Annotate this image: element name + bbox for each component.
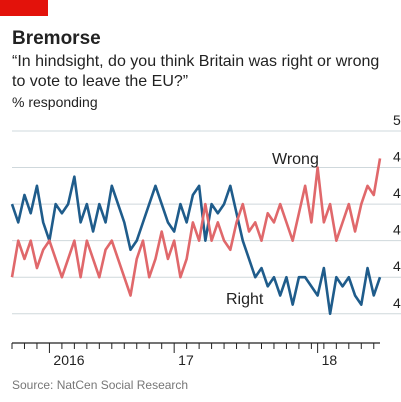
x-tick-label: 17: [178, 352, 194, 368]
y-tick-label: 48: [393, 149, 401, 165]
y-tick-label: 50: [393, 112, 401, 128]
x-tick-label: 18: [322, 352, 338, 368]
brand-bar: [0, 0, 48, 16]
y-label: % responding: [12, 94, 98, 110]
legend-label: Wrong: [272, 151, 319, 168]
series-line: [10, 158, 382, 297]
y-tick-label: 46: [393, 185, 401, 201]
y-tick-label: 42: [393, 258, 401, 274]
chart-subtitle: “In hindsight, do you think Britain was …: [12, 53, 379, 90]
source: Source: NatCen Social Research: [12, 378, 188, 392]
x-tick-label: 2016: [53, 352, 84, 368]
chart-title: Bremorse: [12, 28, 101, 49]
legend-label: Right: [226, 291, 264, 308]
series-line: [10, 175, 382, 316]
y-tick-label: 44: [393, 222, 401, 238]
y-tick-label: 40: [393, 295, 401, 311]
